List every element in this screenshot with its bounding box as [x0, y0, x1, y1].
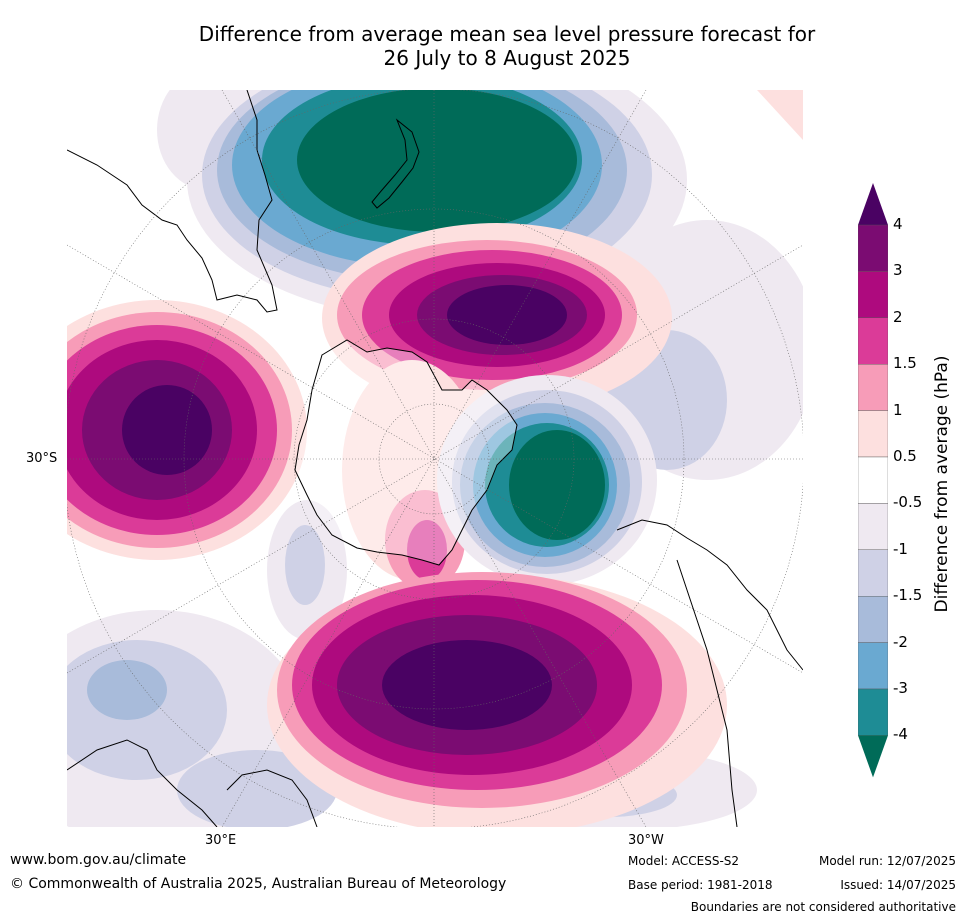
- colorbar-tick-label: 1.5: [893, 354, 917, 373]
- new-zealand-coastline: [371, 118, 420, 209]
- pressure-anomaly-map: [67, 90, 803, 827]
- colorbar-tick-label: -1: [893, 539, 908, 558]
- colorbar-tick-label: 2: [893, 307, 903, 326]
- footer-model: Model: ACCESS-S2: [628, 854, 740, 868]
- colorbar-segment: [857, 688, 889, 736]
- east-negative-anomaly: [437, 375, 657, 585]
- colorbar-tick-label: -4: [893, 725, 908, 744]
- colorbar-segment: [857, 410, 889, 458]
- antarctic-positive-band: [342, 360, 482, 590]
- colorbar-tick-label: 1: [893, 400, 903, 419]
- madagascar-coastline: [226, 769, 318, 827]
- colorbar-tick-label: 4: [893, 215, 903, 233]
- footer-url[interactable]: www.bom.gov.au/climate: [10, 852, 187, 868]
- colorbar-segment: [857, 596, 889, 643]
- footer-model-run: Model run: 12/07/2025: [818, 854, 956, 868]
- colorbar-segment: [857, 456, 889, 504]
- colorbar-tick-label: -3: [893, 679, 908, 697]
- footer-base-period: Base period: 1981-2018: [628, 878, 773, 892]
- colorbar-tick-label: -0.5: [893, 493, 923, 512]
- south-positive-anomaly: [267, 572, 727, 827]
- colorbar-segment: [857, 363, 889, 411]
- colorbar-tick-label: 0.5: [893, 447, 917, 465]
- graticule: [67, 90, 803, 827]
- colorbar-title: Difference from average (hPa): [932, 355, 952, 613]
- west-positive-anomaly: [67, 300, 307, 560]
- south-america-coastline: [616, 519, 803, 671]
- map-svg: [67, 90, 803, 827]
- footer-issued: Issued: 14/07/2025: [840, 878, 956, 892]
- colorbar: [857, 183, 889, 783]
- title-line-1: Difference from average mean sea level p…: [198, 22, 816, 46]
- colorbar-tick-label: -2: [893, 632, 908, 651]
- colorbar-extend-bottom: [858, 735, 888, 778]
- colorbar-tick-label: 3: [893, 261, 903, 280]
- colorbar-extend-top: [858, 183, 888, 225]
- lon-label-30e: 30°E: [205, 833, 237, 848]
- corner-positive-anomaly: [757, 90, 803, 140]
- lon-label-30w: 30°W: [628, 833, 664, 848]
- lat-label-30s: 30°S: [26, 451, 58, 466]
- colorbar-segment: [857, 271, 889, 319]
- title-line-2: 26 July to 8 August 2025: [383, 46, 631, 70]
- colorbar-segment: [857, 317, 889, 365]
- colorbar-segment: [857, 503, 889, 550]
- south-america-coast-lower: [676, 559, 738, 827]
- australia-coastline: [67, 90, 278, 313]
- map-title: Difference from average mean sea level p…: [0, 22, 965, 70]
- footer-copyright: © Commonwealth of Australia 2025, Austra…: [10, 876, 507, 892]
- africa-coastline: [67, 739, 218, 827]
- footer-disclaimer: Boundaries are not considered authoritat…: [690, 900, 956, 914]
- central-north-positive-anomaly: [322, 223, 672, 413]
- colorbar-segment: [857, 549, 889, 597]
- colorbar-segment: [857, 224, 889, 272]
- colorbar-segment: [857, 642, 889, 690]
- colorbar-tick-label: -1.5: [893, 586, 923, 605]
- antarctica-coastline: [294, 339, 518, 566]
- colorbar-svg: [857, 183, 889, 778]
